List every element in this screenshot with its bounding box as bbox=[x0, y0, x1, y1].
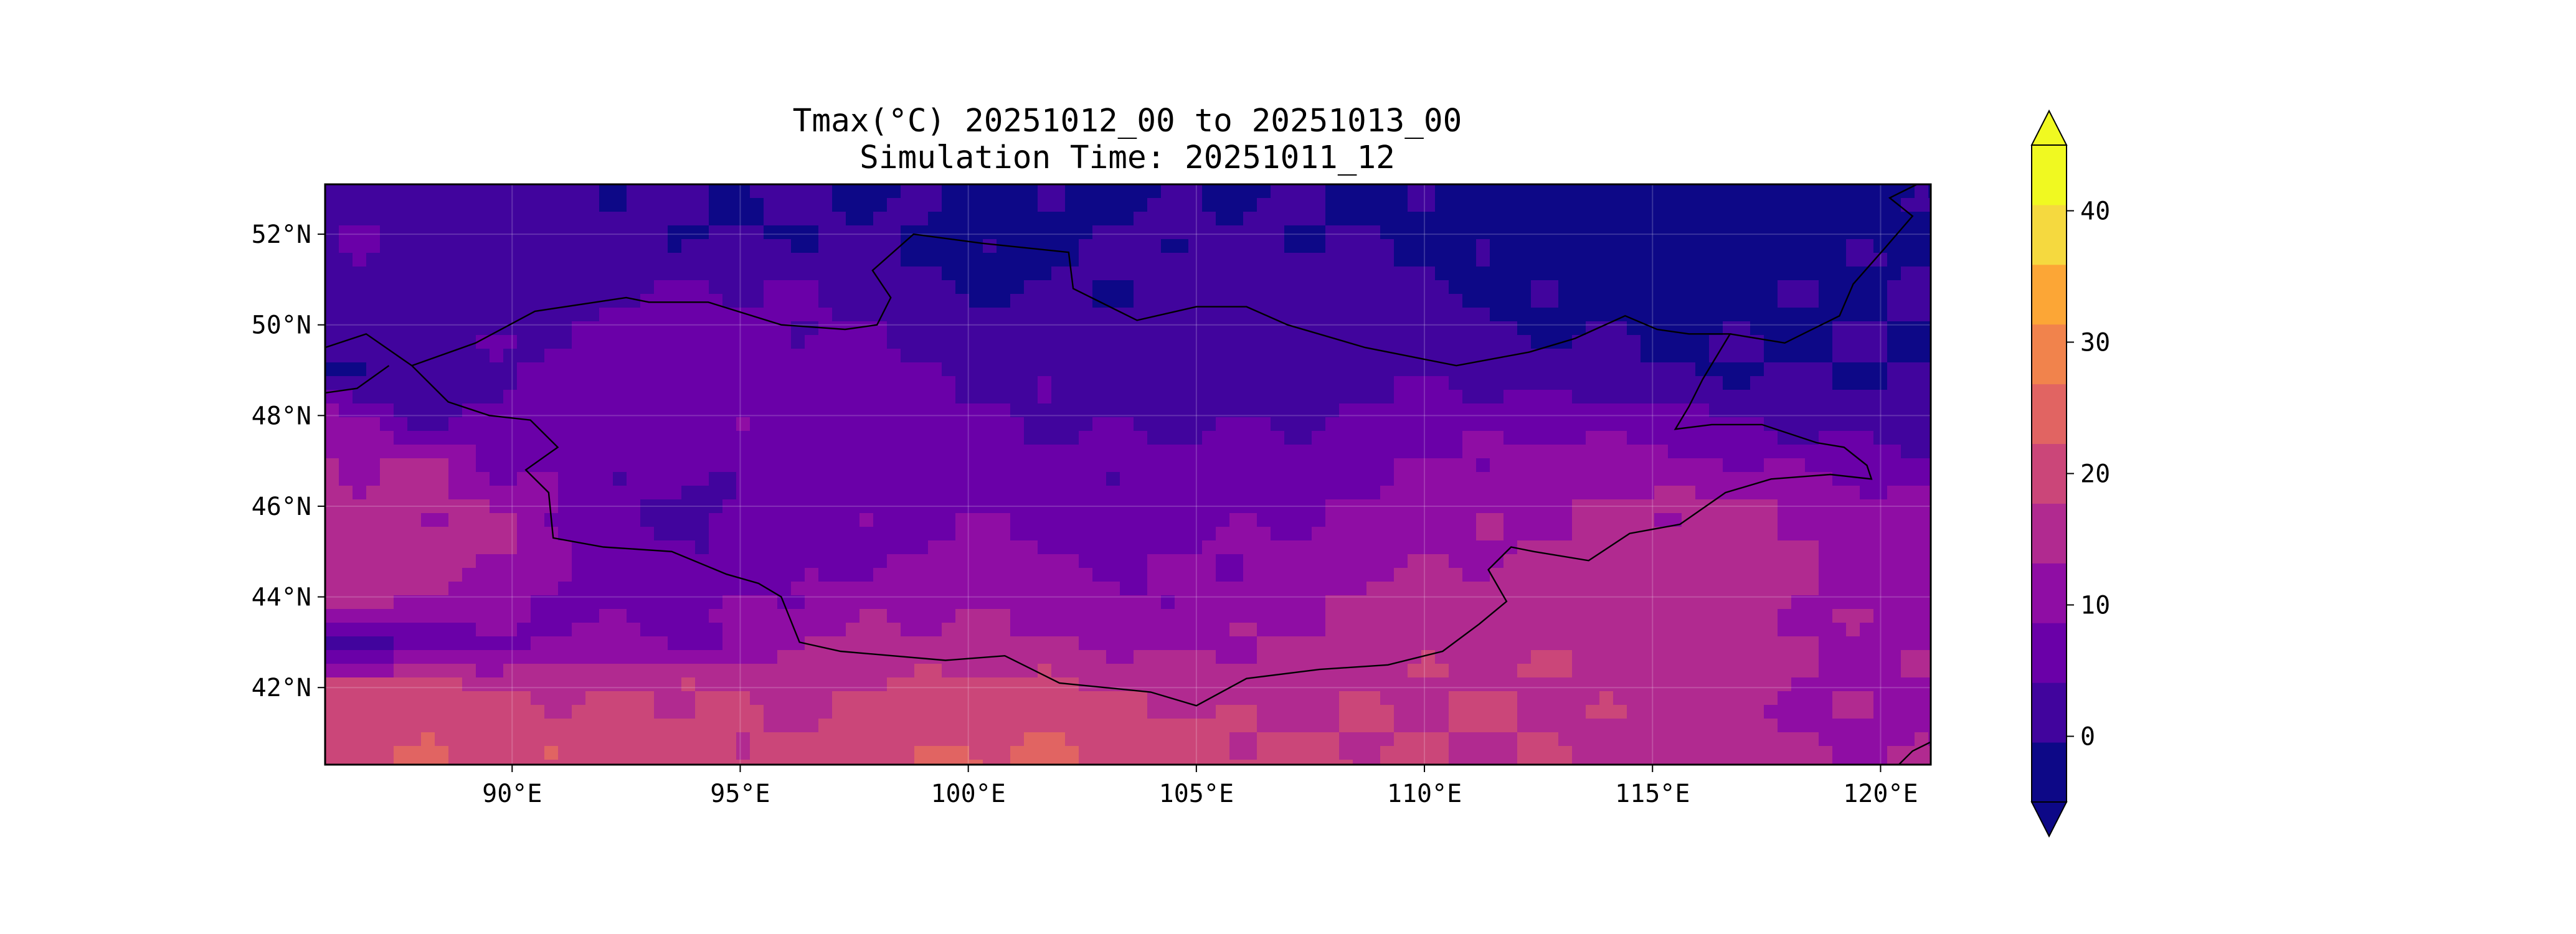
y-tick-label: 50°N bbox=[252, 311, 311, 340]
colorbar-tick-label: 0 bbox=[2080, 723, 2095, 752]
border-kz bbox=[325, 365, 390, 394]
map-subtitle: Simulation Time: 20251011_12 bbox=[859, 139, 1395, 176]
y-tick-label: 42°N bbox=[252, 674, 311, 702]
colorbar: 0 10 20 30 40 bbox=[2030, 109, 2110, 838]
colorbar-tick-label: 10 bbox=[2080, 592, 2110, 620]
colorbar-segment bbox=[2032, 264, 2067, 325]
border-mongolia bbox=[411, 233, 1873, 707]
colorbar-segment bbox=[2032, 145, 2067, 205]
colorbar-segment bbox=[2032, 204, 2067, 265]
border-korea-coast bbox=[1898, 741, 1931, 765]
colorbar-tick-label: 40 bbox=[2080, 197, 2110, 226]
y-tick-label: 48°N bbox=[252, 402, 311, 430]
x-tick-label: 105°E bbox=[1159, 780, 1234, 808]
x-axis-ticks: 90°E 95°E 100°E 105°E 110°E 115°E 120°E bbox=[482, 765, 1918, 808]
colorbar-segment bbox=[2032, 742, 2067, 803]
gridlines bbox=[325, 184, 1931, 765]
x-tick-label: 95°E bbox=[710, 780, 770, 808]
country-borders bbox=[325, 184, 1931, 765]
map-title: Tmax(°C) 20251012_00 to 20251013_00 bbox=[792, 103, 1462, 139]
x-tick-label: 120°E bbox=[1843, 780, 1918, 808]
colorbar-tick-label: 30 bbox=[2080, 329, 2110, 357]
colorbar-segment bbox=[2032, 503, 2067, 564]
colorbar-over-arrow bbox=[2030, 109, 2068, 146]
x-tick-label: 90°E bbox=[482, 780, 542, 808]
x-tick-label: 110°E bbox=[1387, 780, 1462, 808]
x-tick-label: 115°E bbox=[1615, 780, 1690, 808]
colorbar-tick-label: 20 bbox=[2080, 460, 2110, 489]
colorbar-segment bbox=[2032, 384, 2067, 445]
colorbar-segment bbox=[2032, 563, 2067, 623]
y-tick-label: 44°N bbox=[252, 583, 311, 612]
y-tick-label: 46°N bbox=[252, 493, 311, 521]
colorbar-segment bbox=[2032, 623, 2067, 683]
border-west bbox=[325, 333, 412, 367]
colorbar-segment bbox=[2032, 443, 2067, 504]
border-russia-china bbox=[1730, 184, 1918, 344]
x-tick-label: 100°E bbox=[930, 780, 1005, 808]
colorbar-under-arrow bbox=[2030, 801, 2068, 838]
temperature-field bbox=[325, 184, 1931, 765]
y-axis-ticks: 42°N 44°N 46°N 48°N 50°N 52°N bbox=[252, 220, 325, 702]
colorbar-segment bbox=[2032, 682, 2067, 743]
colorbar-segment bbox=[2032, 324, 2067, 385]
y-tick-label: 52°N bbox=[252, 220, 311, 249]
map-frame bbox=[324, 183, 1932, 766]
